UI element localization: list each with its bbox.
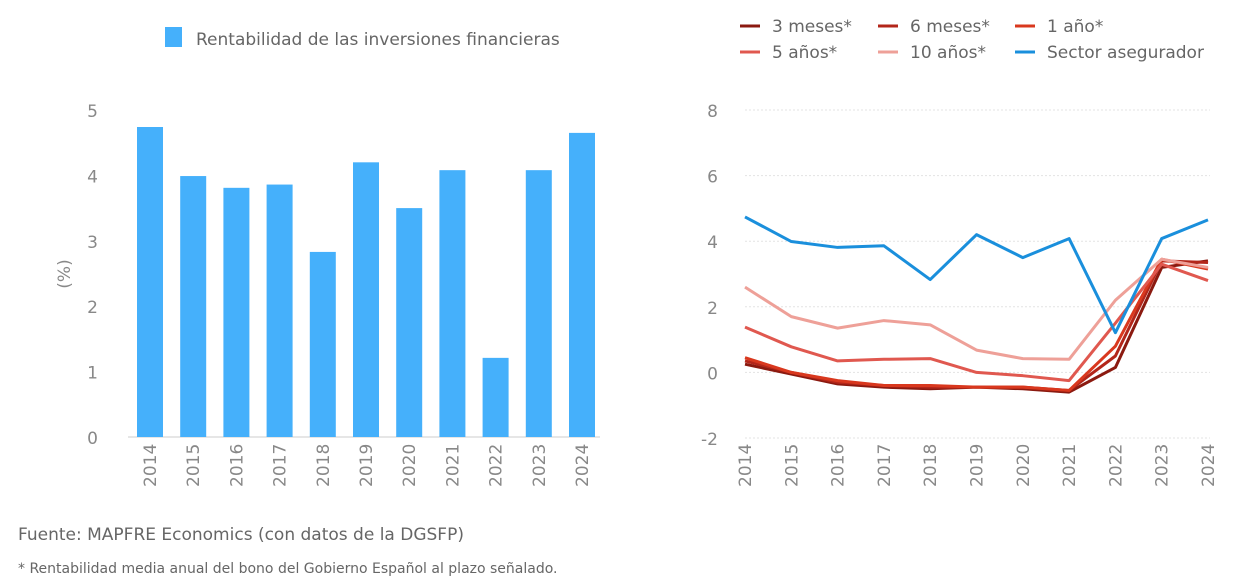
- x-tick-label: 2014: [141, 444, 161, 487]
- x-tick-label: 2022: [1106, 444, 1126, 487]
- bar: [180, 176, 207, 437]
- x-tick-label: 2023: [530, 444, 550, 487]
- source-note: Fuente: MAPFRE Economics (con datos de l…: [18, 525, 464, 545]
- x-tick-label: 2022: [487, 444, 507, 487]
- bar: [396, 208, 423, 437]
- legend-label: Sector asegurador: [1047, 43, 1204, 63]
- bar: [569, 132, 595, 437]
- x-tick-label: 2018: [921, 444, 941, 487]
- legend-label: Rentabilidad de las inversiones financie…: [196, 30, 560, 50]
- x-tick-label: 2024: [573, 444, 593, 487]
- x-tick-label: 2015: [184, 444, 204, 487]
- bar: [525, 170, 552, 437]
- y-tick-label: 4: [707, 233, 718, 253]
- bar: [353, 162, 379, 437]
- x-tick-label: 2020: [400, 444, 420, 487]
- bar: [309, 251, 336, 437]
- x-tick-label: 2016: [227, 444, 247, 487]
- legend-label: 3 meses*: [772, 17, 852, 37]
- x-tick-label: 2017: [271, 444, 291, 487]
- y-tick-label: 4: [87, 167, 98, 187]
- x-tick-label: 2021: [1060, 444, 1080, 487]
- series-line: [744, 215, 1209, 335]
- bar: [482, 357, 509, 437]
- y-tick-label: 0: [87, 429, 98, 449]
- bar: [266, 184, 293, 437]
- x-tick-label: 2017: [875, 444, 895, 487]
- y-tick-label: 1: [87, 364, 98, 384]
- x-tick-label: 2020: [1014, 444, 1034, 487]
- legend-label: 5 años*: [772, 43, 837, 63]
- x-tick-label: 2023: [1153, 444, 1173, 487]
- x-tick-label: 2016: [829, 444, 849, 487]
- bar: [439, 170, 466, 437]
- legend-label: 10 años*: [910, 43, 986, 63]
- y-tick-label: 5: [87, 102, 98, 122]
- bar: [223, 187, 250, 437]
- y-tick-label: 8: [707, 102, 718, 122]
- x-tick-label: 2014: [736, 444, 756, 487]
- x-tick-label: 2019: [968, 444, 988, 487]
- y-tick-label: 2: [707, 299, 718, 319]
- legend-swatch: [165, 27, 182, 47]
- x-tick-label: 2015: [782, 444, 802, 487]
- legend-label: 1 año*: [1047, 17, 1103, 37]
- y-tick-label: 0: [707, 364, 718, 384]
- x-tick-label: 2018: [314, 444, 334, 487]
- y-axis-label: (%): [55, 259, 75, 288]
- footnote: * Rentabilidad media anual del bono del …: [18, 561, 558, 577]
- y-tick-label: -2: [701, 430, 718, 450]
- series-line: [744, 257, 1209, 361]
- series-line: [744, 257, 1209, 392]
- x-tick-label: 2021: [443, 444, 463, 487]
- y-tick-label: 3: [87, 233, 98, 253]
- y-tick-label: 6: [707, 168, 718, 188]
- x-tick-label: 2024: [1199, 444, 1219, 487]
- y-tick-label: 2: [87, 298, 98, 318]
- bar: [137, 127, 163, 437]
- legend-label: 6 meses*: [910, 17, 990, 37]
- x-tick-label: 2019: [357, 444, 377, 487]
